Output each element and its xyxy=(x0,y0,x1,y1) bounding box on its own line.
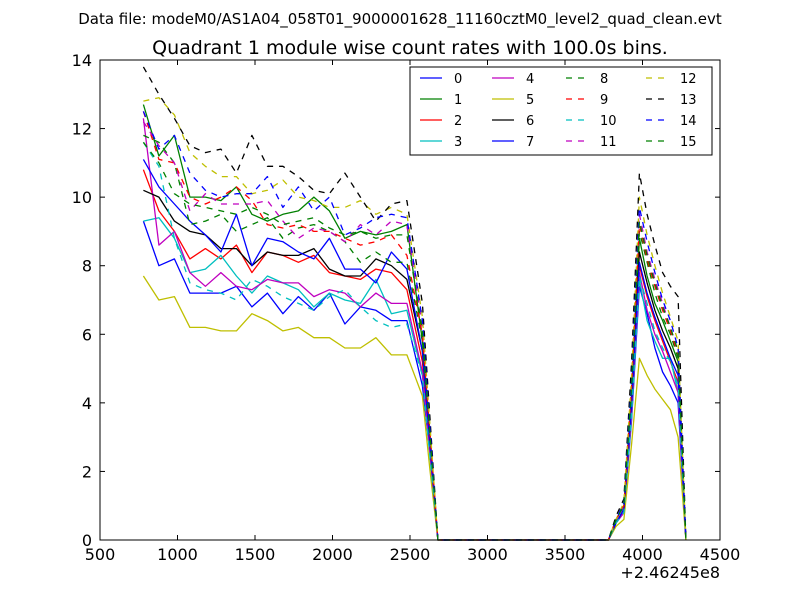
x-tick-label: 2000 xyxy=(312,545,353,564)
legend-label-2: 2 xyxy=(454,114,462,129)
legend-label-15: 15 xyxy=(680,135,697,150)
legend-label-14: 14 xyxy=(680,114,697,129)
series-line-9 xyxy=(142,111,687,541)
legend-label-3: 3 xyxy=(454,135,462,150)
plot-frame xyxy=(99,59,721,541)
legend-label-1: 1 xyxy=(454,93,462,108)
legend-label-4: 4 xyxy=(526,72,534,87)
legend-label-7: 7 xyxy=(526,135,534,150)
x-tick-label: 4000 xyxy=(622,545,663,564)
y-tick-label: 6 xyxy=(82,325,92,344)
legend-label-10: 10 xyxy=(600,114,617,129)
legend-label-12: 12 xyxy=(680,72,697,87)
legend-label-5: 5 xyxy=(526,93,534,108)
axis-layer: 500 1000 1500 2000 2500 3000 3500 4000 4500 0 2 4 6 8… xyxy=(72,51,741,564)
y-tick-label: 4 xyxy=(82,394,92,413)
x-tick-label: 2500 xyxy=(390,545,431,564)
x-offset-label: +2.46245e8 xyxy=(620,563,720,582)
legend-label-6: 6 xyxy=(526,114,534,129)
x-tick-label: 500 xyxy=(85,545,116,564)
y-tick-label: 14 xyxy=(72,51,92,70)
chart-title: Quadrant 1 module wise count rates with … xyxy=(152,37,668,59)
legend-label-13: 13 xyxy=(680,93,697,108)
x-tick-label: 3000 xyxy=(467,545,508,564)
series-line-10 xyxy=(142,141,687,541)
y-tick-label: 8 xyxy=(82,257,92,276)
x-tick-label: 1000 xyxy=(157,545,198,564)
legend-label-8: 8 xyxy=(600,72,608,87)
y-tick-label: 2 xyxy=(82,462,92,481)
x-tick-label: 3500 xyxy=(545,545,586,564)
legend-label-9: 9 xyxy=(600,93,608,108)
legend-label-11: 11 xyxy=(600,135,617,150)
y-tick-label: 10 xyxy=(72,188,92,207)
y-tick-label: 12 xyxy=(72,120,92,139)
x-tick-label: 1500 xyxy=(235,545,276,564)
suptitle: Data file: modeM0/AS1A04_058T01_90000016… xyxy=(78,10,722,29)
legend-label-0: 0 xyxy=(454,72,462,87)
y-tick-label: 0 xyxy=(82,531,92,550)
legend-box xyxy=(409,66,713,156)
x-tick-label: 4500 xyxy=(700,545,741,564)
